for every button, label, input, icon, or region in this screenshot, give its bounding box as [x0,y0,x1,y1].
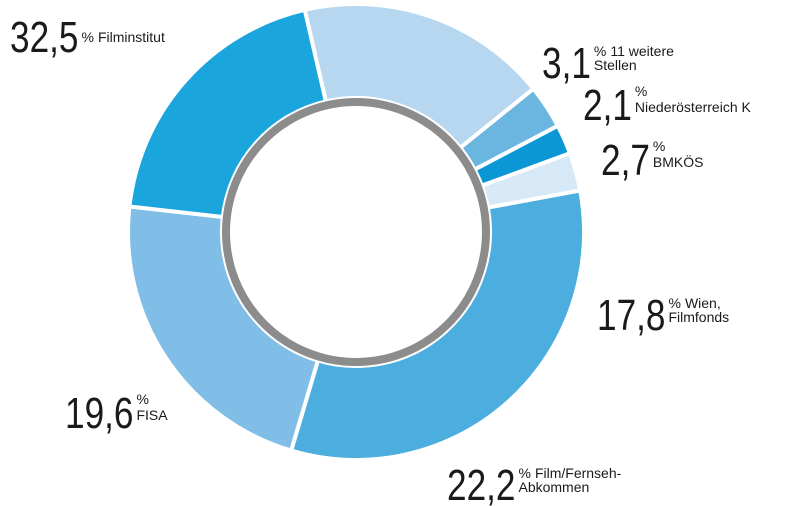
category-label: Film/Fernseh- [535,465,622,481]
category-label: Abkommen [518,479,589,495]
unit-label: % [668,295,680,311]
category-label: FISA [136,407,168,423]
unit-label: % [136,391,148,407]
value-label: 2,7 [601,136,650,185]
value-label: 17,8 [597,291,665,340]
value-label: 19,6 [65,389,133,438]
unit-label: % [653,138,665,154]
data-label: 17,8% Wien,Filmfonds [597,291,729,340]
data-label: 32,5% Filminstitut [10,13,165,62]
value-label: 2,1 [583,81,632,130]
unit-label: % [81,29,93,45]
category-label: BMKÖS [653,153,704,170]
unit-label: % [635,83,647,99]
data-label: 2,1 %Niederösterreich K [583,81,752,130]
donut-segment [288,188,586,462]
data-label: 2,7 %BMKÖS [601,136,703,185]
unit-label: % [518,465,530,481]
value-label: 3,1 [542,39,591,88]
value-label: 22,2 [447,461,515,506]
category-label: Filmfonds [668,309,729,325]
category-label: Niederösterreich K [635,99,752,115]
category-label: Wien, [685,295,721,311]
data-label: 19,6 %FISA [65,389,168,438]
category-label: Filminstitut [98,29,165,45]
category-label: 11 weitere [610,43,674,59]
data-label: 22,2% Film/Fernseh-Abkommen [447,461,622,506]
inner-ring [222,98,490,366]
category-label: Stellen [594,57,637,73]
unit-label: % [594,43,606,59]
value-label: 32,5 [10,13,78,62]
